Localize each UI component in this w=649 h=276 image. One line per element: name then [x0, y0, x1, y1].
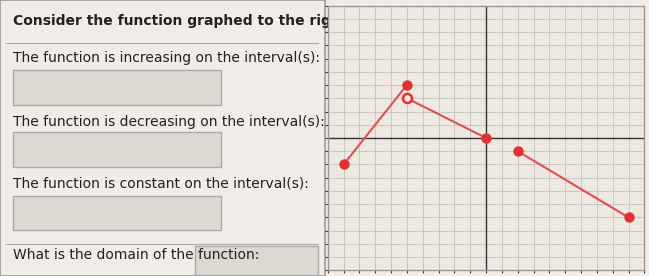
Bar: [13, 132, 221, 167]
Text: The function is decreasing on the interval(s):: The function is decreasing on the interv…: [13, 115, 324, 129]
Bar: [13, 196, 221, 230]
Text: What is the domain of the function:: What is the domain of the function:: [13, 248, 260, 262]
Bar: [13, 70, 221, 105]
Text: Consider the function graphed to the right.: Consider the function graphed to the rig…: [13, 14, 352, 28]
Text: The function is increasing on the interval(s):: The function is increasing on the interv…: [13, 51, 320, 65]
Text: The function is constant on the interval(s):: The function is constant on the interval…: [13, 177, 309, 191]
Bar: [195, 246, 318, 275]
